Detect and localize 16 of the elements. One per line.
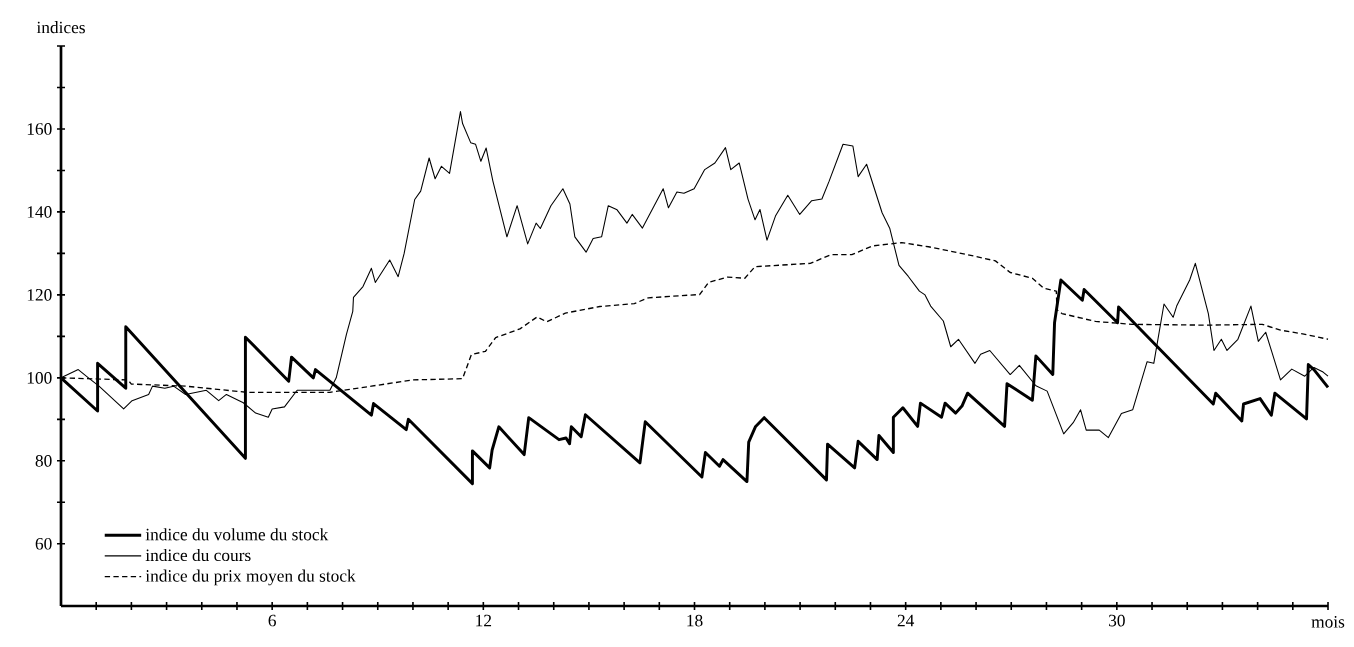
y-tick-label: 80 xyxy=(35,454,52,467)
x-tick-label: 18 xyxy=(687,614,703,627)
legend-label: indice du volume du stock xyxy=(145,528,329,541)
y-tick-label: 100 xyxy=(27,372,52,384)
x-axis-title: mois xyxy=(1311,616,1345,628)
y-tick-label: 120 xyxy=(27,289,52,301)
legend-label: indice du cours xyxy=(145,548,251,562)
x-tick-label: 24 xyxy=(897,614,915,627)
x-tick-label: 30 xyxy=(1109,614,1125,627)
legend-label: indice du prix moyen du stock xyxy=(145,569,356,586)
y-tick-label: 160 xyxy=(27,123,52,135)
x-tick-label: 12 xyxy=(476,614,492,627)
y-tick-label: 60 xyxy=(35,537,52,550)
y-tick-label: 140 xyxy=(27,206,52,218)
y-axis-title: indices xyxy=(36,21,85,34)
x-tick-label: 6 xyxy=(268,614,276,627)
